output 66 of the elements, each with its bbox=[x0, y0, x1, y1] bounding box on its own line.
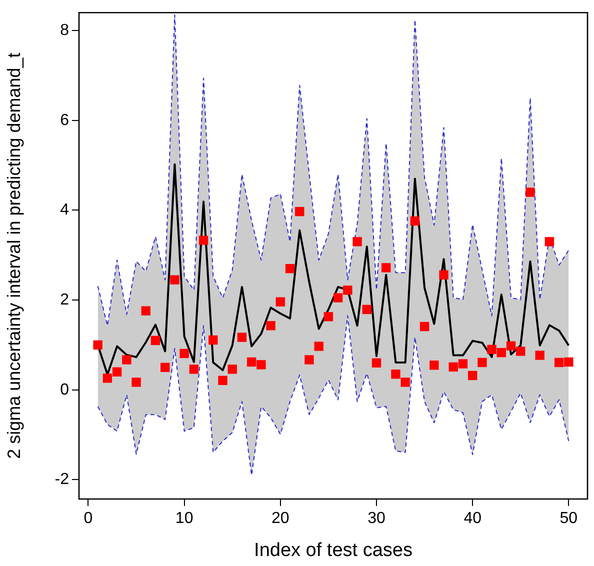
y-tick-label: 0 bbox=[60, 381, 70, 398]
y-tick-label: 6 bbox=[60, 112, 70, 129]
point bbox=[362, 304, 372, 314]
point bbox=[526, 188, 535, 197]
point bbox=[448, 362, 458, 372]
point bbox=[458, 359, 468, 368]
point bbox=[266, 321, 276, 330]
point bbox=[304, 355, 314, 364]
point bbox=[198, 236, 208, 245]
point bbox=[535, 350, 544, 360]
point bbox=[141, 306, 150, 316]
point bbox=[132, 378, 141, 387]
point bbox=[208, 335, 218, 345]
point bbox=[391, 370, 400, 379]
point bbox=[487, 344, 496, 354]
x-tick-label: 50 bbox=[560, 510, 578, 528]
y-tick-label: 2 bbox=[60, 291, 70, 308]
point bbox=[237, 332, 247, 342]
point bbox=[420, 322, 430, 332]
point bbox=[410, 216, 420, 226]
point bbox=[372, 358, 382, 368]
y-tick-label: -2 bbox=[54, 471, 70, 488]
y-axis-title: 2 sigma uncertainty interval in predicting demand_t bbox=[4, 52, 24, 459]
point bbox=[246, 357, 256, 367]
point bbox=[285, 264, 295, 274]
x-tick-label: 30 bbox=[368, 510, 386, 528]
x-tick-label: 0 bbox=[84, 510, 93, 528]
point bbox=[314, 342, 324, 351]
line-series bbox=[97, 14, 570, 326]
point bbox=[256, 360, 266, 370]
point bbox=[496, 348, 506, 358]
point bbox=[170, 275, 180, 284]
point bbox=[430, 360, 439, 370]
point bbox=[333, 293, 343, 302]
point bbox=[400, 378, 410, 387]
y-tick-label: 8 bbox=[60, 22, 70, 39]
point bbox=[439, 270, 448, 280]
point bbox=[544, 237, 554, 246]
y-tick-label: 4 bbox=[60, 202, 70, 219]
point bbox=[150, 336, 160, 346]
line-series bbox=[97, 315, 570, 476]
point bbox=[468, 370, 478, 380]
point bbox=[343, 286, 352, 295]
point bbox=[516, 346, 526, 356]
point bbox=[352, 237, 362, 246]
point bbox=[276, 297, 285, 306]
x-axis-title: Index of test cases bbox=[254, 540, 412, 561]
point bbox=[324, 312, 334, 322]
point bbox=[93, 340, 102, 350]
point bbox=[122, 355, 132, 364]
point bbox=[478, 358, 487, 368]
x-tick-label: 40 bbox=[464, 510, 482, 528]
point bbox=[102, 374, 112, 383]
point bbox=[160, 362, 170, 372]
point bbox=[295, 206, 304, 216]
point bbox=[180, 348, 189, 358]
point bbox=[382, 263, 391, 272]
point bbox=[112, 367, 122, 376]
point bbox=[506, 341, 516, 350]
point bbox=[554, 358, 564, 368]
point bbox=[564, 357, 574, 367]
x-tick-label: 20 bbox=[272, 510, 290, 528]
x-tick-label: 10 bbox=[175, 510, 194, 528]
point bbox=[228, 364, 237, 374]
point bbox=[189, 364, 199, 374]
point bbox=[218, 376, 228, 386]
